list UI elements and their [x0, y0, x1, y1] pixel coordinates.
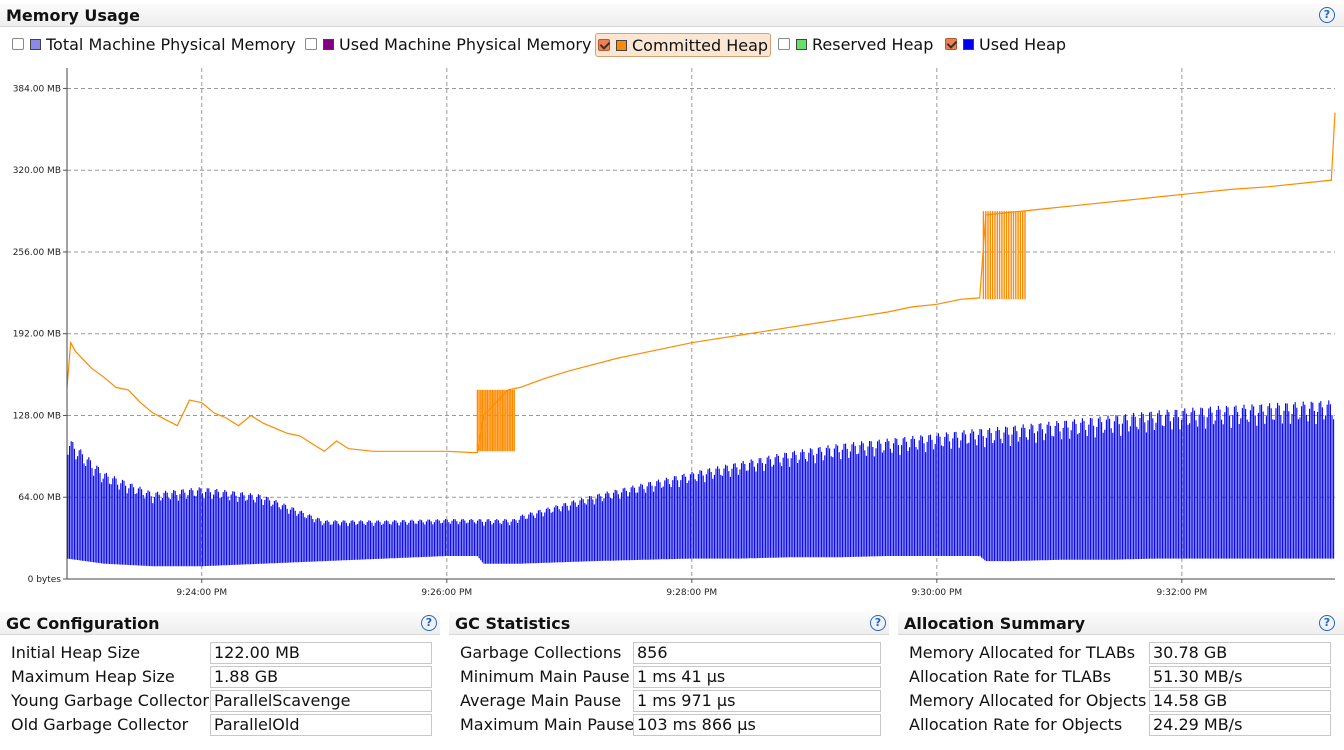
y-tick-label: 320.00 MB	[13, 166, 61, 176]
alloc-row-allocation-rate-objects: Allocation Rate for Objects 24.29 MB/s	[909, 714, 1333, 736]
help-icon[interactable]: ?	[421, 615, 437, 631]
legend-item-total-machine-physical-memory[interactable]: Total Machine Physical Memory	[12, 33, 296, 55]
legend-label: Reserved Heap	[812, 34, 934, 54]
x-tick-label: 9:26:00 PM	[421, 588, 472, 598]
x-tick-label: 9:24:00 PM	[176, 588, 227, 598]
x-tick-label: 9:32:00 PM	[1156, 588, 1207, 598]
row-value[interactable]: 103 ms 866 µs	[633, 714, 881, 736]
row-value[interactable]: 1.88 GB	[210, 666, 432, 688]
row-label: Garbage Collections	[460, 643, 622, 662]
gc-config-row-maximum-heap-size: Maximum Heap Size 1.88 GB	[11, 666, 433, 688]
row-value[interactable]: 1 ms 41 µs	[633, 666, 881, 688]
y-tick-label: 384.00 MB	[13, 84, 61, 94]
gc-stats-row-garbage-collections: Garbage Collections 856	[460, 642, 882, 664]
legend-item-used-machine-physical-memory[interactable]: Used Machine Physical Memory	[305, 33, 591, 55]
gc-config-row-initial-heap-size: Initial Heap Size 122.00 MB	[11, 642, 433, 664]
gc-stats-row-minimum-main-pause: Minimum Main Pause 1 ms 41 µs	[460, 666, 882, 688]
legend-label: Committed Heap	[632, 35, 769, 55]
gc-configuration-header: GC Configuration ?	[0, 612, 440, 635]
used-heap-series	[67, 400, 1335, 567]
legend-swatch	[796, 38, 807, 50]
legend-label: Used Heap	[979, 34, 1066, 54]
alloc-row-memory-allocated-tlabs: Memory Allocated for TLABs 30.78 GB	[909, 642, 1333, 664]
row-value[interactable]: 30.78 GB	[1149, 642, 1331, 664]
y-tick-label: 0 bytes	[28, 575, 62, 585]
y-tick-label: 256.00 MB	[13, 248, 61, 258]
row-label: Young Garbage Collector	[11, 691, 209, 710]
chart-grid	[67, 68, 1335, 579]
gc-config-row-old-garbage-collector: Old Garbage Collector ParallelOld	[11, 714, 433, 736]
memory-usage-chart[interactable]: 0 bytes 64.00 MB 128.00 MB 192.00 MB 256.00 …	[0, 60, 1344, 606]
alloc-row-allocation-rate-tlabs: Allocation Rate for TLABs 51.30 MB/s	[909, 666, 1333, 688]
gc-statistics-title: GC Statistics	[455, 614, 571, 633]
row-label: Initial Heap Size	[11, 643, 141, 662]
legend-label: Total Machine Physical Memory	[46, 34, 296, 54]
gc-config-row-young-garbage-collector: Young Garbage Collector ParallelScavenge	[11, 690, 433, 712]
legend-checkbox[interactable]	[598, 39, 610, 51]
row-label: Memory Allocated for Objects	[909, 691, 1147, 710]
alloc-row-memory-allocated-objects: Memory Allocated for Objects 14.58 GB	[909, 690, 1333, 712]
chart-axes: 0 bytes 64.00 MB 128.00 MB 192.00 MB 256.00 …	[13, 68, 1335, 598]
x-tick-label: 9:30:00 PM	[911, 588, 962, 598]
y-tick-label: 64.00 MB	[18, 493, 61, 503]
committed-heap-series	[66, 112, 1336, 454]
legend-checkbox[interactable]	[12, 38, 24, 50]
row-value[interactable]: 1 ms 971 µs	[633, 690, 881, 712]
legend-swatch	[963, 38, 974, 50]
row-label: Maximum Main Pause	[460, 715, 635, 734]
y-tick-label: 192.00 MB	[13, 330, 61, 340]
legend-swatch	[30, 38, 41, 50]
row-value[interactable]: ParallelScavenge	[210, 690, 432, 712]
y-tick-label: 128.00 MB	[13, 411, 61, 421]
row-label: Maximum Heap Size	[11, 667, 175, 686]
row-value[interactable]: 14.58 GB	[1149, 690, 1331, 712]
legend-checkbox[interactable]	[778, 38, 790, 50]
help-icon[interactable]: ?	[1319, 615, 1335, 631]
row-label: Minimum Main Pause	[460, 667, 630, 686]
legend-swatch	[616, 39, 627, 51]
memory-usage-header: Memory Usage ?	[0, 4, 1344, 27]
committed-heap-burst	[982, 211, 1026, 300]
help-icon[interactable]: ?	[870, 615, 886, 631]
committed-heap-burst	[476, 389, 515, 452]
row-value[interactable]: 51.30 MB/s	[1149, 666, 1331, 688]
legend-label: Used Machine Physical Memory	[339, 34, 592, 54]
help-icon[interactable]: ?	[1319, 7, 1335, 23]
gc-configuration-title: GC Configuration	[6, 614, 160, 633]
row-value[interactable]: 856	[633, 642, 881, 664]
allocation-summary-header: Allocation Summary ?	[898, 612, 1344, 635]
gc-stats-row-average-main-pause: Average Main Pause 1 ms 971 µs	[460, 690, 882, 712]
chart-legend: Total Machine Physical Memory Used Machi…	[0, 33, 1344, 57]
row-value[interactable]: 122.00 MB	[210, 642, 432, 664]
row-label: Allocation Rate for Objects	[909, 715, 1123, 734]
row-label: Memory Allocated for TLABs	[909, 643, 1136, 662]
legend-checkbox[interactable]	[305, 38, 317, 50]
x-tick-label: 9:28:00 PM	[666, 588, 717, 598]
legend-checkbox[interactable]	[945, 38, 957, 50]
legend-swatch	[323, 38, 334, 50]
row-value[interactable]: 24.29 MB/s	[1149, 714, 1331, 736]
row-label: Average Main Pause	[460, 691, 622, 710]
row-value[interactable]: ParallelOld	[210, 714, 432, 736]
row-label: Allocation Rate for TLABs	[909, 667, 1112, 686]
legend-item-committed-heap[interactable]: Committed Heap	[595, 33, 772, 57]
chart-plot-area	[66, 112, 1336, 567]
row-label: Old Garbage Collector	[11, 715, 189, 734]
allocation-summary-title: Allocation Summary	[904, 614, 1086, 633]
legend-item-used-heap[interactable]: Used Heap	[945, 33, 1066, 55]
gc-statistics-header: GC Statistics ?	[449, 612, 889, 635]
legend-item-reserved-heap[interactable]: Reserved Heap	[778, 33, 933, 55]
gc-stats-row-maximum-main-pause: Maximum Main Pause 103 ms 866 µs	[460, 714, 882, 736]
memory-usage-title: Memory Usage	[6, 6, 140, 25]
